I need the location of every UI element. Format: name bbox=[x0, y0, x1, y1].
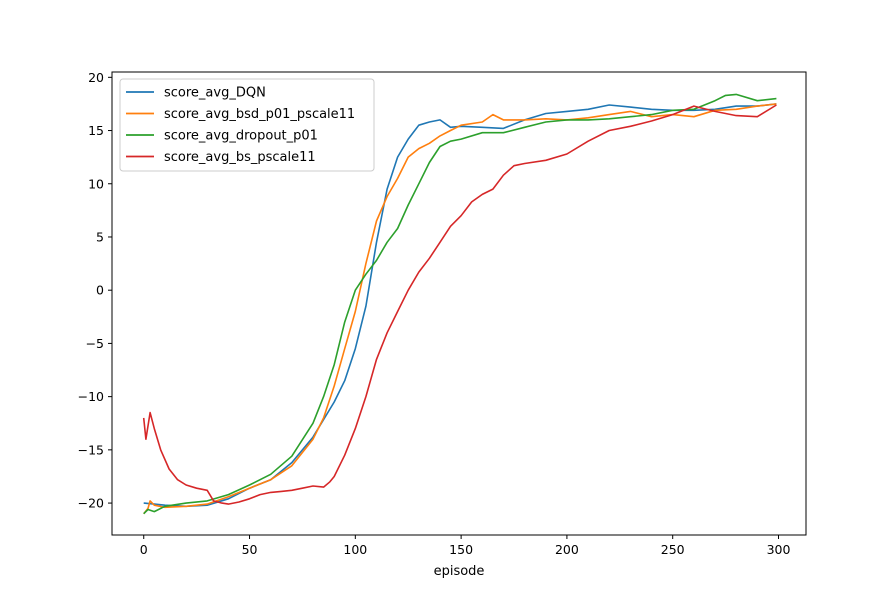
legend: score_avg_DQN score_avg_bsd_p01_pscale11s… bbox=[119, 78, 375, 172]
series-line-2 bbox=[143, 93, 777, 515]
legend-label: score_avg_dropout_p01 bbox=[164, 129, 318, 144]
x-tick-label: 100 bbox=[343, 542, 367, 557]
x-tick-label: 250 bbox=[661, 542, 685, 557]
plot-lines bbox=[142, 93, 777, 515]
x-tick-label: 0 bbox=[140, 542, 148, 557]
x-axis: 0 50 100 150 200 250 300 bbox=[140, 535, 791, 557]
x-tick-label: 300 bbox=[767, 542, 791, 557]
y-tick-label: 20 bbox=[88, 70, 104, 85]
y-tick-label: 10 bbox=[88, 176, 104, 191]
x-tick-label: 200 bbox=[555, 542, 579, 557]
series-line-1 bbox=[143, 103, 777, 515]
y-tick-label: 15 bbox=[88, 123, 104, 138]
series-line-3 bbox=[142, 104, 777, 505]
legend-label: score_avg_DQN bbox=[164, 86, 266, 101]
y-axis: −20 −15 −10 −5 0 5 10 15 20 bbox=[78, 70, 112, 511]
y-tick-label: −20 bbox=[78, 496, 104, 511]
x-axis-title: episode bbox=[434, 564, 485, 579]
x-tick-label: 50 bbox=[242, 542, 258, 557]
y-tick-label: −5 bbox=[86, 336, 104, 351]
y-tick-label: 5 bbox=[96, 229, 104, 244]
y-tick-label: −10 bbox=[78, 389, 104, 404]
y-tick-label: 0 bbox=[96, 283, 104, 298]
axes-frame bbox=[111, 71, 807, 536]
x-tick-label: 150 bbox=[449, 542, 473, 557]
y-tick-label: −15 bbox=[78, 442, 104, 457]
legend-label: score_avg_bsd_p01_pscale11 bbox=[164, 107, 355, 122]
legend-label: score_avg_bs_pscale11 bbox=[164, 150, 316, 165]
legend-box bbox=[119, 78, 375, 172]
